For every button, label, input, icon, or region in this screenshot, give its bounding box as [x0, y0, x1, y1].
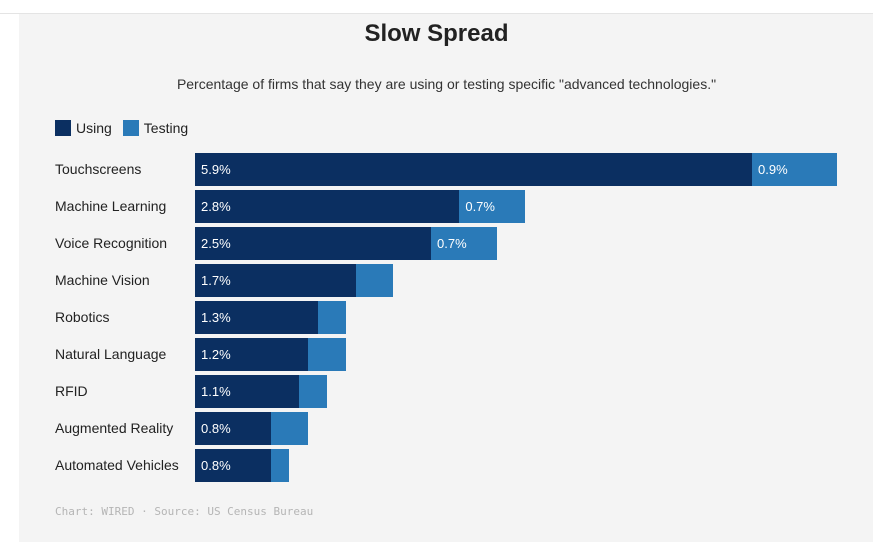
category-label-machine-vision: Machine Vision	[55, 272, 150, 288]
bar-testing-rfid	[298, 375, 328, 408]
bar-using-rfid	[195, 375, 299, 408]
legend-swatch-using	[55, 120, 71, 136]
chart-subtitle: Percentage of firms that say they are us…	[176, 76, 717, 92]
bar-using-machine-learning	[195, 190, 460, 223]
bar-using-natural-language	[195, 338, 309, 371]
top-divider	[0, 13, 873, 14]
legend-label-testing: Testing	[143, 120, 189, 136]
bar-using-touchscreens	[195, 153, 753, 186]
legend-item-testing: Testing	[122, 120, 189, 136]
data-label-using-robotics: 1.3%	[201, 310, 231, 325]
bar-testing-robotics	[317, 301, 347, 334]
bar-using-automated-vehicles	[195, 449, 271, 482]
legend: Using Testing	[55, 120, 199, 136]
bar-testing-touchscreens	[752, 153, 837, 186]
data-label-testing-touchscreens: 0.9%	[758, 162, 788, 177]
bar-testing-voice-recognition	[431, 227, 498, 260]
legend-swatch-testing	[122, 120, 139, 136]
bar-testing-machine-vision	[355, 264, 394, 297]
legend-label-using: Using	[76, 120, 112, 136]
category-label-robotics: Robotics	[55, 309, 110, 325]
data-label-using-voice-recognition: 2.5%	[201, 236, 231, 251]
data-label-using-automated-vehicles: 0.8%	[201, 458, 231, 473]
data-label-testing-machine-learning: 0.7%	[465, 199, 495, 214]
data-label-using-touchscreens: 5.9%	[201, 162, 231, 177]
data-label-using-machine-vision: 1.7%	[201, 273, 231, 288]
category-label-augmented-reality: Augmented Reality	[55, 420, 174, 436]
legend-item-using: Using	[55, 120, 112, 136]
category-label-rfid: RFID	[55, 383, 88, 399]
data-label-using-machine-learning: 2.8%	[201, 199, 231, 214]
bar-using-machine-vision	[195, 264, 356, 297]
category-label-machine-learning: Machine Learning	[55, 198, 167, 214]
data-label-using-augmented-reality: 0.8%	[201, 421, 231, 436]
category-label-natural-language: Natural Language	[55, 346, 167, 362]
category-label-automated-vehicles: Automated Vehicles	[55, 457, 179, 473]
bar-using-robotics	[195, 301, 318, 334]
bar-testing-augmented-reality	[270, 412, 309, 445]
bar-using-voice-recognition	[195, 227, 432, 260]
bar-using-augmented-reality	[195, 412, 271, 445]
data-label-using-natural-language: 1.2%	[201, 347, 231, 362]
chart-credit: Chart: WIRED · Source: US Census Bureau	[55, 505, 314, 518]
chart-panel	[19, 14, 873, 542]
data-label-using-rfid: 1.1%	[201, 384, 231, 399]
data-label-testing-voice-recognition: 0.7%	[437, 236, 467, 251]
chart-title: Slow Spread	[364, 20, 509, 47]
bar-testing-machine-learning	[459, 190, 526, 223]
category-label-voice-recognition: Voice Recognition	[55, 235, 168, 251]
bar-testing-natural-language	[308, 338, 347, 371]
bar-testing-automated-vehicles	[270, 449, 290, 482]
category-label-touchscreens: Touchscreens	[55, 161, 142, 177]
